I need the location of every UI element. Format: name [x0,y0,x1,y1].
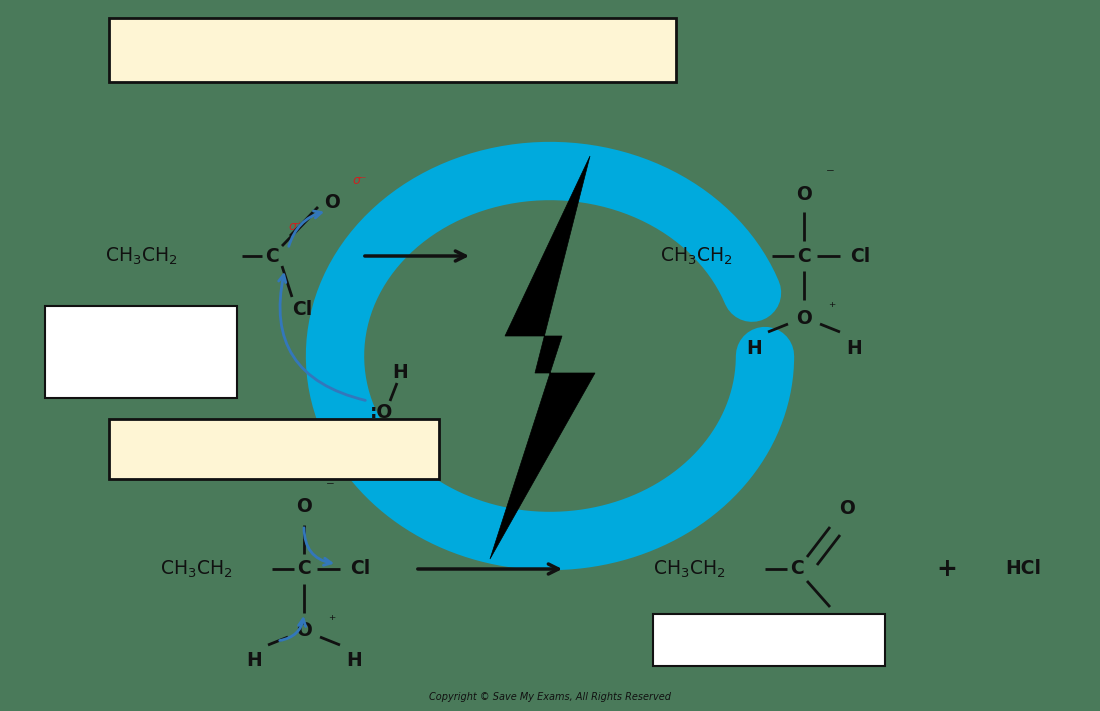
Text: STEP 1: NUCLEOPHILIC  ADDITION: STEP 1: NUCLEOPHILIC ADDITION [207,40,578,59]
Text: H: H [346,651,362,670]
Text: +: + [936,557,957,581]
Text: H: H [846,338,862,358]
Text: $\mathregular{CH_3CH_2}$: $\mathregular{CH_3CH_2}$ [653,558,726,579]
Text: PROPANOIC  ACID: PROPANOIC ACID [700,633,838,647]
Text: Cl: Cl [850,247,870,265]
Text: Copyright © Save My Exams, All Rights Reserved: Copyright © Save My Exams, All Rights Re… [429,692,671,702]
FancyBboxPatch shape [109,18,676,82]
Text: HCl: HCl [1005,560,1041,579]
Text: H: H [392,363,408,383]
Text: H: H [746,338,762,358]
Text: CHLORIDE: CHLORIDE [103,361,178,375]
Text: C: C [297,560,311,579]
Text: C: C [798,247,811,265]
Text: $\mathregular{CH_3CH_2}$: $\mathregular{CH_3CH_2}$ [160,558,233,579]
Text: $\mathregular{CH_3CH_2}$: $\mathregular{CH_3CH_2}$ [660,245,733,267]
Text: OH: OH [832,617,862,636]
Text: H: H [379,442,395,461]
FancyBboxPatch shape [45,306,236,398]
FancyBboxPatch shape [653,614,886,666]
Text: Cl: Cl [350,560,370,579]
Text: C: C [265,247,279,265]
Text: $\mathregular{CH_3CH_2}$: $\mathregular{CH_3CH_2}$ [104,245,178,267]
Text: :O: :O [371,404,394,422]
Text: σ⁻: σ⁻ [353,174,367,188]
Text: O: O [296,621,312,641]
Text: O: O [839,500,855,518]
Text: O: O [296,498,312,516]
Text: O: O [796,184,812,203]
Text: H: H [246,651,262,670]
FancyBboxPatch shape [109,419,439,479]
Text: ⁺: ⁺ [329,614,336,628]
Text: Cl: Cl [292,299,312,319]
Text: STEP 2:  ELIMINATION: STEP 2: ELIMINATION [155,439,394,458]
Polygon shape [490,156,595,559]
Text: σ⁺: σ⁺ [288,220,304,232]
Text: ⁺: ⁺ [828,301,836,315]
Text: O: O [324,193,340,213]
Text: ⁻: ⁻ [326,478,334,496]
Text: ⁻: ⁻ [826,165,835,183]
Text: C: C [790,560,804,579]
Text: PROPANOYL: PROPANOYL [96,331,186,343]
Text: O: O [796,309,812,328]
